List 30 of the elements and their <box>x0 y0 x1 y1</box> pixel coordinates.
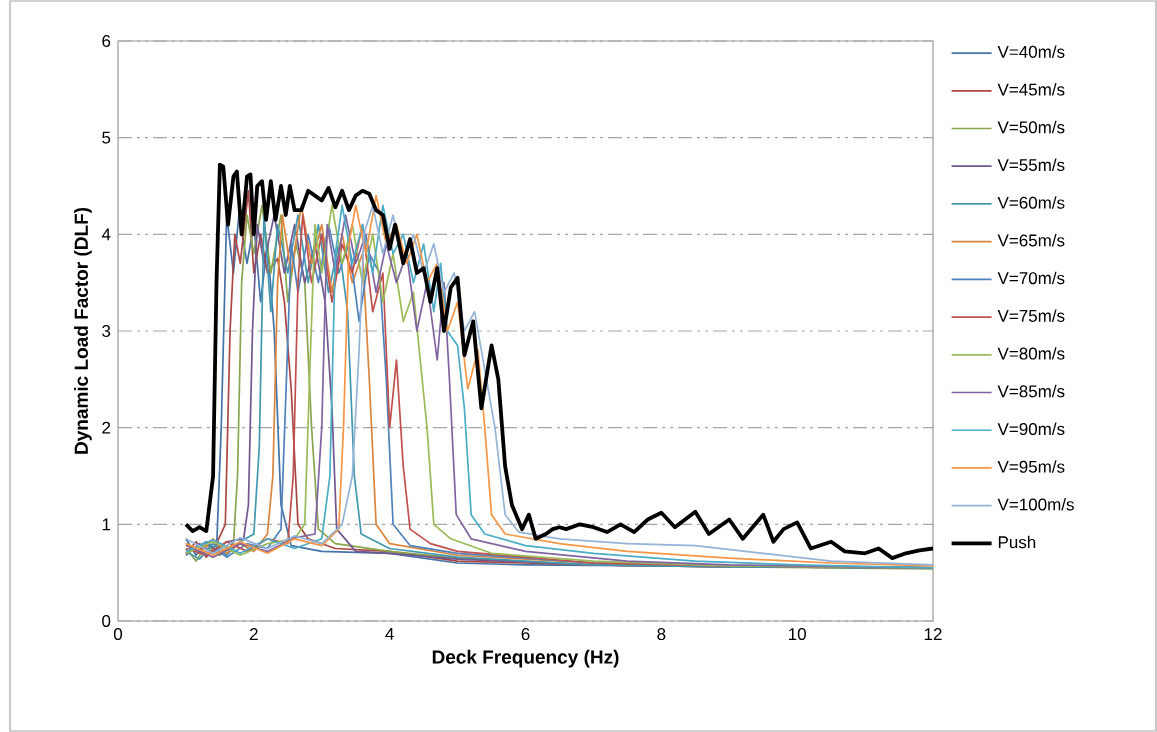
y-tick-label: 0 <box>102 614 111 627</box>
x-tick-label: 8 <box>657 628 666 641</box>
y-tick-label: 2 <box>102 421 111 434</box>
x-tick-label: 0 <box>113 628 123 641</box>
legend-label: V=60m/s <box>997 196 1065 209</box>
legend-label: V=50m/s <box>997 120 1065 134</box>
legend-label: V=65m/s <box>997 233 1065 247</box>
y-tick-label: 1 <box>102 518 111 531</box>
y-tick-label: 4 <box>101 228 111 241</box>
y-tick-label: 6 <box>102 35 111 48</box>
legend-label: V=80m/s <box>997 347 1065 360</box>
legend-label: Push <box>998 535 1036 549</box>
x-tick-label: 4 <box>385 628 394 640</box>
y-tick-label: 5 <box>102 131 111 144</box>
x-axis-title: Deck Frequency (Hz) <box>432 649 619 668</box>
legend-label: V=75m/s <box>997 309 1065 322</box>
legend-label: V=55m/s <box>997 158 1065 172</box>
y-axis-title: Dynamic Load Factor (DLF) <box>74 207 92 454</box>
x-tick-label: 12 <box>924 628 942 640</box>
x-tick-label: 2 <box>249 628 258 640</box>
x-tick-label: 10 <box>789 628 806 641</box>
y-tick-label: 3 <box>102 324 111 337</box>
legend-label: V=100m/s <box>997 498 1074 511</box>
legend-label: V=85m/s <box>997 384 1065 398</box>
legend-label: V=70m/s <box>997 271 1065 285</box>
x-tick-label: 6 <box>521 628 530 641</box>
legend-label: V=95m/s <box>997 460 1065 473</box>
legend-label: V=90m/s <box>997 422 1065 436</box>
legend-label: V=45m/s <box>997 83 1065 96</box>
legend-label: V=40m/s <box>997 45 1065 58</box>
